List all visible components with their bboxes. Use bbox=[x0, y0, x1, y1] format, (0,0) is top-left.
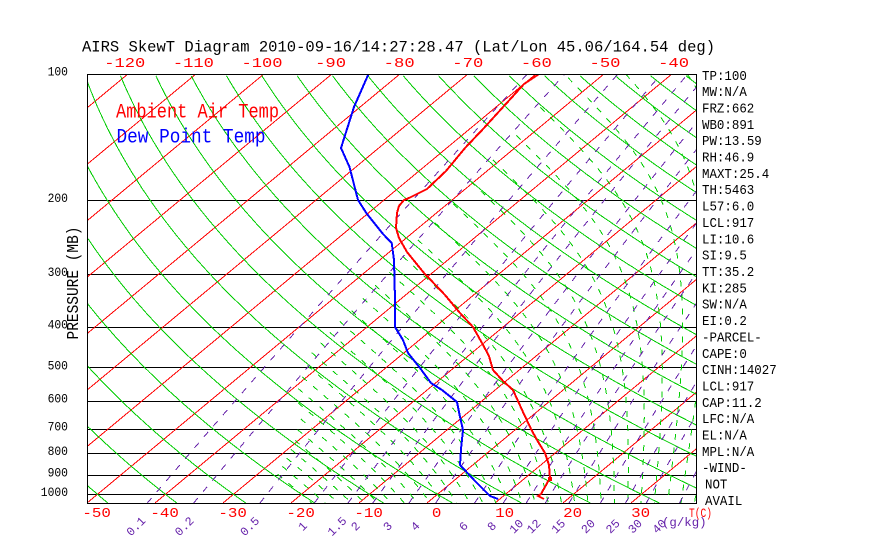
svg-text:KI:285: KI:285 bbox=[702, 282, 747, 297]
svg-text:EL:N/A: EL:N/A bbox=[702, 430, 748, 445]
svg-text:NOT: NOT bbox=[705, 479, 727, 494]
svg-text:TT:35.2: TT:35.2 bbox=[702, 266, 754, 281]
svg-text:400: 400 bbox=[48, 319, 68, 333]
svg-text:CAPE:0: CAPE:0 bbox=[702, 348, 747, 363]
svg-text:200: 200 bbox=[48, 192, 68, 206]
svg-text:-WIND-: -WIND- bbox=[702, 462, 747, 477]
svg-text:500: 500 bbox=[48, 359, 68, 373]
svg-text:T(C): T(C) bbox=[689, 506, 712, 521]
svg-text:-90: -90 bbox=[315, 56, 346, 72]
svg-text:900: 900 bbox=[48, 467, 68, 481]
svg-text:-50: -50 bbox=[590, 56, 621, 72]
svg-text:PRESSURE (MB): PRESSURE (MB) bbox=[64, 227, 83, 340]
svg-text:CINH:14027: CINH:14027 bbox=[702, 364, 777, 379]
svg-text:20: 20 bbox=[563, 506, 582, 522]
svg-text:0: 0 bbox=[432, 506, 442, 522]
svg-text:-40: -40 bbox=[150, 506, 179, 522]
svg-text:LCL:917: LCL:917 bbox=[702, 217, 754, 232]
svg-text:600: 600 bbox=[48, 393, 68, 407]
svg-text:TH:5463: TH:5463 bbox=[702, 184, 754, 199]
svg-text:10: 10 bbox=[495, 506, 514, 522]
svg-text:FRZ:662: FRZ:662 bbox=[702, 103, 754, 118]
svg-text:(g/kg): (g/kg) bbox=[662, 516, 707, 530]
svg-text:300: 300 bbox=[48, 266, 68, 280]
svg-text:MPL:N/A: MPL:N/A bbox=[702, 446, 755, 461]
svg-text:LCL:917: LCL:917 bbox=[702, 381, 754, 396]
svg-text:Dew Point Temp: Dew Point Temp bbox=[117, 127, 266, 150]
svg-text:-30: -30 bbox=[218, 506, 247, 522]
svg-text:-10: -10 bbox=[354, 506, 383, 522]
svg-text:100: 100 bbox=[48, 66, 68, 80]
svg-text:RH:46.9: RH:46.9 bbox=[702, 152, 754, 167]
svg-text:L57:6.0: L57:6.0 bbox=[702, 201, 754, 216]
svg-text:-60: -60 bbox=[521, 56, 552, 72]
svg-text:-80: -80 bbox=[384, 56, 415, 72]
svg-text:SW:N/A: SW:N/A bbox=[702, 299, 748, 314]
svg-text:TP:100: TP:100 bbox=[702, 70, 747, 85]
svg-text:-120: -120 bbox=[104, 56, 145, 72]
svg-text:800: 800 bbox=[48, 445, 68, 459]
svg-text:Ambient Air Temp: Ambient Air Temp bbox=[116, 102, 279, 125]
svg-text:-70: -70 bbox=[452, 56, 483, 72]
svg-text:-50: -50 bbox=[82, 506, 111, 522]
svg-text:CAP:11.2: CAP:11.2 bbox=[702, 397, 762, 412]
svg-text:EI:0.2: EI:0.2 bbox=[702, 315, 747, 330]
svg-text:SI:9.5: SI:9.5 bbox=[702, 250, 747, 265]
svg-text:-40: -40 bbox=[658, 56, 689, 72]
svg-text:-20: -20 bbox=[286, 506, 315, 522]
svg-text:-PARCEL-: -PARCEL- bbox=[702, 331, 762, 346]
svg-text:AVAIL: AVAIL bbox=[705, 495, 742, 510]
svg-text:-100: -100 bbox=[242, 56, 283, 72]
svg-text:LI:10.6: LI:10.6 bbox=[702, 233, 754, 248]
svg-text:-110: -110 bbox=[173, 56, 214, 72]
svg-text:MAXT:25.4: MAXT:25.4 bbox=[702, 168, 769, 183]
svg-text:MW:N/A: MW:N/A bbox=[702, 86, 748, 101]
svg-text:30: 30 bbox=[631, 506, 650, 522]
svg-text:WB0:891: WB0:891 bbox=[702, 119, 754, 134]
svg-text:PW:13.59: PW:13.59 bbox=[702, 135, 762, 150]
svg-text:1000: 1000 bbox=[41, 486, 68, 500]
svg-text:700: 700 bbox=[48, 421, 68, 435]
svg-text:AIRS SkewT Diagram 2010-09-16/: AIRS SkewT Diagram 2010-09-16/14:27:28.4… bbox=[82, 39, 715, 57]
svg-text:LFC:N/A: LFC:N/A bbox=[702, 413, 755, 428]
